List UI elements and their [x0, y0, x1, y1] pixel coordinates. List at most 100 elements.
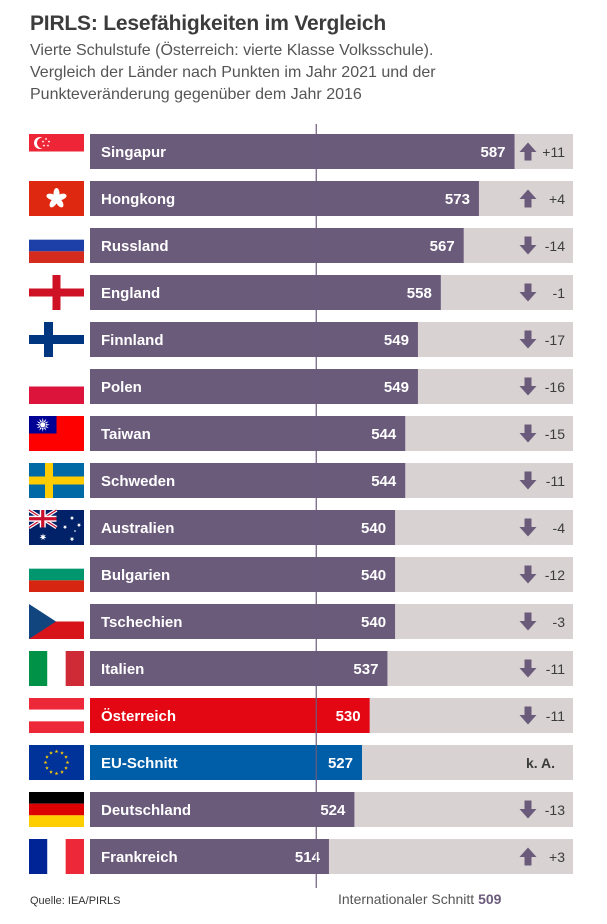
- bar: [90, 651, 388, 686]
- data-label: 549: [384, 332, 409, 349]
- category-label: Schweden: [101, 473, 175, 490]
- singapore-flag: [29, 134, 84, 169]
- chart-row: Italien 537 -11: [90, 651, 573, 686]
- category-label: Finnland: [101, 332, 164, 349]
- arrow-up-icon: [519, 142, 537, 161]
- category-label: EU-Schnitt: [101, 755, 178, 772]
- data-label: 544: [371, 426, 397, 443]
- bar: [90, 322, 418, 357]
- data-label: 540: [361, 614, 386, 631]
- data-label: 558: [407, 285, 432, 302]
- data-label: 573: [445, 191, 470, 208]
- arrow-up-icon: [519, 189, 537, 208]
- bar: [90, 510, 396, 545]
- bar: [90, 134, 515, 169]
- bar: [90, 463, 406, 498]
- chart-row: Österreich 530 -11: [90, 698, 573, 733]
- data-label: 549: [384, 379, 409, 396]
- international-average-label: Internationaler Schnitt 509: [338, 891, 501, 907]
- change-label: +11: [542, 144, 565, 160]
- arrow-down-icon: [519, 236, 537, 255]
- change-label: -14: [545, 238, 565, 254]
- subtitle-line: Vergleich der Länder nach Punkten im Jah…: [30, 64, 436, 81]
- chart-row: Deutschland 524 -13: [90, 792, 573, 827]
- bar: [90, 604, 396, 639]
- change-label: +4: [549, 191, 565, 207]
- chart-row: EU-Schnitt 527 k. A.: [90, 745, 573, 780]
- bar: [90, 557, 396, 592]
- category-label: Italien: [101, 661, 144, 678]
- change-label: -15: [545, 426, 565, 442]
- change-label: -1: [553, 285, 566, 301]
- data-label: 514: [295, 849, 321, 866]
- subtitle-line: Punkteveränderung gegenüber dem Jahr 201…: [30, 86, 362, 103]
- chart-row: Schweden 544 -11: [90, 463, 573, 498]
- bar: [90, 228, 464, 263]
- chart-row: Bulgarien 540 -12: [90, 557, 573, 592]
- chart-row: Singapur 587 +11: [90, 134, 573, 169]
- arrow-down-icon: [519, 424, 537, 443]
- bar: [90, 839, 329, 874]
- change-label: -17: [545, 332, 565, 348]
- arrow-down-icon: [519, 377, 537, 396]
- change-label: -3: [553, 614, 566, 630]
- bar: [90, 792, 355, 827]
- chart-title: PIRLS: Lesefähigkeiten im Vergleich: [30, 12, 386, 35]
- change-label: +3: [549, 849, 565, 865]
- subtitle-line: Vierte Schulstufe (Österreich: vierte Kl…: [30, 42, 434, 59]
- change-label: -11: [546, 661, 565, 677]
- chart-row: Frankreich 514 +3: [90, 839, 573, 874]
- data-label: 537: [353, 661, 378, 678]
- chart-row: Hongkong 573 +4: [90, 181, 573, 216]
- change-label: -4: [553, 520, 566, 536]
- category-label: Tschechien: [101, 614, 182, 631]
- czechia-flag: [29, 604, 84, 639]
- international-average-value: 509: [478, 891, 502, 907]
- category-label: Österreich: [101, 708, 176, 725]
- bar: [90, 369, 418, 404]
- data-label: 527: [328, 755, 353, 772]
- category-label: Bulgarien: [101, 567, 170, 584]
- taiwan-flag: [29, 416, 84, 451]
- sweden-flag: [29, 463, 84, 498]
- category-label: Deutschland: [101, 802, 191, 819]
- category-label: England: [101, 285, 160, 302]
- category-label: Singapur: [101, 144, 166, 161]
- bulgaria-flag: [29, 557, 84, 592]
- source-note: Quelle: IEA/PIRLS: [30, 895, 121, 907]
- change-label: -16: [545, 379, 565, 395]
- arrow-down-icon: [519, 565, 537, 584]
- austria-flag: [29, 698, 84, 733]
- chart-subtitle: Vierte Schulstufe (Österreich: vierte Kl…: [30, 40, 590, 106]
- hongkong-flag: [29, 181, 84, 216]
- category-label: Polen: [101, 379, 142, 396]
- eu-flag: [29, 745, 84, 780]
- category-label: Russland: [101, 238, 169, 255]
- category-label: Frankreich: [101, 849, 178, 866]
- chart-row: Finnland 549 -17: [90, 322, 573, 357]
- change-label: -13: [545, 802, 565, 818]
- arrow-down-icon: [519, 518, 537, 537]
- bar: [90, 698, 370, 733]
- data-label: 530: [336, 708, 361, 725]
- bar: [90, 275, 441, 310]
- data-label: 524: [320, 802, 346, 819]
- australia-flag: [28, 508, 84, 545]
- arrow-down-icon: [519, 471, 537, 490]
- poland-flag: [29, 369, 84, 404]
- italy-flag: [29, 651, 84, 686]
- arrow-down-icon: [519, 612, 537, 631]
- change-label: k. A.: [526, 755, 555, 771]
- arrow-up-icon: [519, 847, 537, 866]
- data-label: 587: [481, 144, 506, 161]
- change-label: -11: [546, 708, 565, 724]
- germany-flag: [29, 792, 84, 827]
- data-label: 540: [361, 567, 386, 584]
- chart-row: Tschechien 540 -3: [90, 604, 573, 639]
- chart-row: Polen 549 -16: [90, 369, 573, 404]
- bar: [90, 416, 406, 451]
- chart-row: Australien 540 -4: [90, 510, 573, 545]
- change-label: -12: [545, 567, 565, 583]
